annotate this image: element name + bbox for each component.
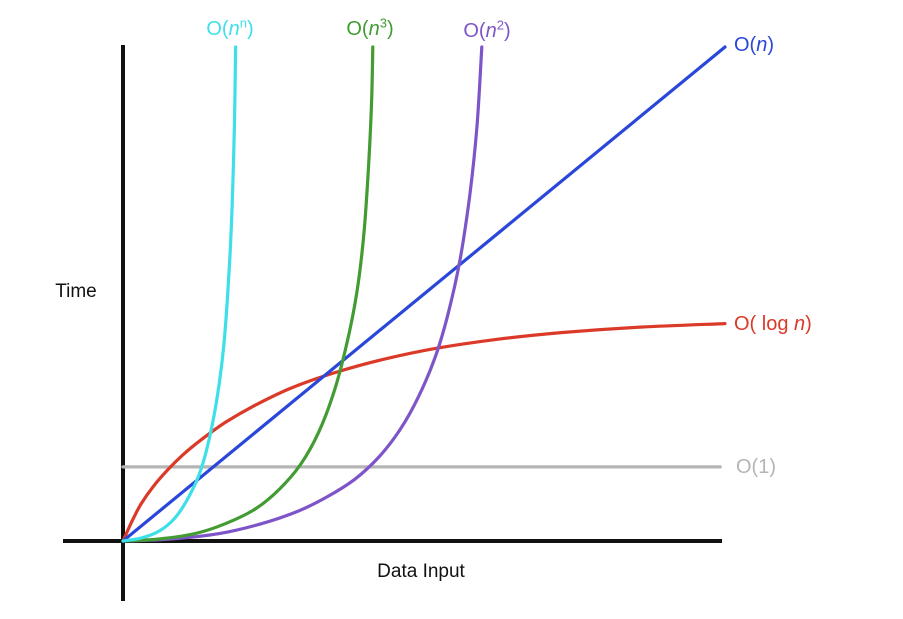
series-o-n-3 (121, 45, 375, 543)
label-var: n (368, 18, 380, 40)
label-sup: 3 (379, 15, 387, 31)
x-axis-label: Data Input (377, 561, 465, 582)
label-text: O( log (734, 313, 795, 335)
label-var: n (485, 20, 497, 42)
label-text: O( (463, 20, 486, 42)
label-text: ) (246, 18, 254, 40)
label-var: n (756, 34, 768, 56)
curve-label-o-n-pow-n: O(nn) (206, 16, 254, 40)
label-text: ) (386, 18, 394, 40)
series-o-n (121, 45, 727, 543)
label-sup: n (239, 15, 247, 31)
curve-label-o-n-cubed: O(n3) (346, 16, 394, 40)
label-text: ) (805, 313, 812, 335)
label-text: ) (767, 34, 775, 56)
label-text: O(1) (736, 456, 776, 478)
curve-label-o-1: O(1) (736, 457, 776, 477)
label-var: n (228, 18, 240, 40)
curve-label-o-n: O(n) (734, 35, 774, 55)
label-text: ) (503, 20, 511, 42)
label-sup: 2 (496, 17, 504, 33)
curve-label-o-n-squared: O(n2) (463, 18, 511, 42)
label-var: n (794, 313, 806, 335)
label-text: O( (346, 18, 369, 40)
series-o-n-n (121, 45, 238, 543)
label-text: O( (734, 34, 757, 56)
curve-label-o-log-n: O( log n) (734, 314, 812, 334)
series-o-n-2 (121, 45, 484, 543)
label-text: O( (206, 18, 229, 40)
series-o-log-n (121, 322, 727, 543)
y-axis-label: Time (55, 281, 97, 302)
